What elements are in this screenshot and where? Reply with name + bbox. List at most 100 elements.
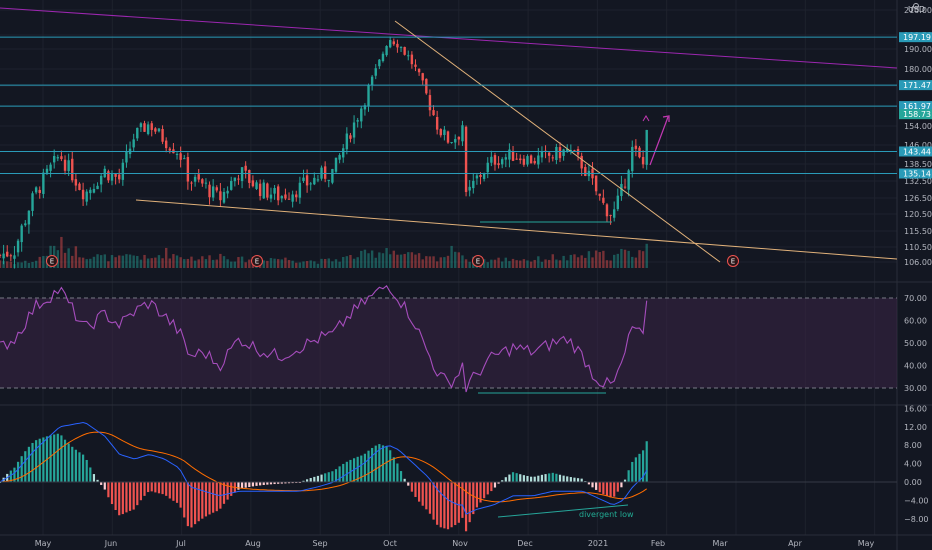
candle-body [255, 182, 258, 189]
volume-bar [125, 254, 128, 268]
volume-bar [641, 251, 645, 268]
histogram-bar [569, 477, 572, 482]
histogram-bar [634, 457, 637, 482]
candle-body [342, 148, 345, 158]
candle-body [446, 131, 450, 143]
histogram-bar [472, 482, 475, 515]
volume-bar [323, 258, 327, 268]
volume-bar [461, 255, 464, 268]
volume-bar [345, 256, 349, 268]
earnings-marker-label: E [50, 258, 54, 266]
candle-body [114, 174, 117, 177]
volume-bar [631, 256, 634, 268]
volume-bar [164, 247, 168, 268]
candle-body [251, 180, 255, 187]
histogram-bar [9, 470, 12, 482]
settings-icon[interactable] [913, 3, 919, 9]
volume-bar [555, 259, 558, 268]
volume-bar [519, 260, 522, 268]
candle-body [454, 139, 457, 143]
indicator-lines [0, 284, 897, 515]
histogram-bar [526, 475, 529, 482]
candle-body [233, 177, 237, 182]
volume-bar [186, 258, 190, 268]
candle-body [417, 68, 421, 73]
level-badge-label: 143.44 [903, 147, 931, 156]
histogram-bar [42, 437, 45, 482]
volume-bar [27, 262, 31, 268]
candle-body [201, 179, 204, 184]
rsi-band [0, 297, 897, 389]
volume-bar [634, 257, 638, 268]
candle-body [168, 148, 172, 151]
histogram-bar [464, 482, 468, 532]
volume-bar [42, 256, 45, 268]
candle-body [222, 192, 226, 203]
volume-bar [222, 256, 226, 268]
histogram-bar [609, 482, 612, 498]
histogram-bar [641, 450, 645, 482]
histogram-bar [110, 482, 114, 505]
volume-bar [334, 259, 338, 268]
candle-body [500, 159, 504, 165]
volume-bar [107, 261, 110, 268]
price-tick: 110.50 [904, 243, 932, 252]
histogram-bar [309, 478, 312, 482]
candle-body [345, 133, 349, 150]
volume-bar [558, 260, 562, 268]
volume-bar [414, 254, 417, 268]
volume-bar [403, 253, 406, 268]
volume-bar [118, 255, 121, 268]
volume-bar [609, 260, 612, 268]
candle-body [60, 156, 63, 160]
candle-body [634, 145, 638, 149]
rsi-band-fill [0, 298, 897, 388]
volume-bar [504, 257, 508, 268]
histogram-bar [461, 482, 464, 518]
histogram-bar [605, 482, 609, 496]
candle-body [388, 40, 392, 48]
price-tick: 132.50 [904, 177, 932, 186]
histogram-bar [548, 473, 551, 482]
volume-bar [464, 259, 468, 268]
histogram-bar [313, 476, 316, 482]
candle-body [262, 182, 265, 199]
time-axis[interactable]: May Jun Jul Aug Sep Oct Nov Dec 2021 Feb Mar Apr May [35, 539, 875, 548]
histogram-bar [529, 476, 533, 482]
candle-body [237, 178, 240, 180]
volume-bar [179, 257, 182, 268]
earnings-marker [251, 255, 263, 267]
macd-line [0, 421, 648, 515]
volume-bar [417, 253, 421, 268]
volume-bar [482, 259, 486, 268]
volume-bar [425, 256, 428, 268]
histogram-bar [132, 482, 135, 510]
horizontal-levels[interactable] [0, 36, 897, 175]
histogram-bar [168, 482, 171, 499]
volume-bar [352, 258, 356, 268]
candle-body [99, 175, 103, 185]
price-tick: 106.00 [904, 258, 932, 267]
price-axis[interactable]: 106.00 110.50 115.50 120.50 126.50 132.50 138.… [899, 6, 932, 524]
candle-body [13, 255, 16, 259]
histogram-bar [197, 482, 200, 522]
rsi-tick: 40.00 [904, 362, 927, 371]
drawings[interactable] [0, 7, 898, 518]
candle-body [457, 136, 461, 140]
volume-bar [143, 254, 146, 268]
histogram-bar [13, 467, 16, 482]
histogram-bar [121, 482, 124, 515]
histogram-bar [403, 478, 406, 482]
histogram-bar [255, 482, 258, 486]
candle-body [179, 153, 182, 160]
volume-bar [378, 252, 381, 268]
histogram-bar [31, 442, 34, 482]
volume-bar [175, 255, 179, 268]
candle-body [472, 180, 475, 189]
price-tick: 138.50 [904, 160, 932, 169]
level-badge-label: 171.47 [903, 81, 931, 90]
histogram-bar [60, 435, 63, 482]
volume-bar [31, 261, 34, 268]
